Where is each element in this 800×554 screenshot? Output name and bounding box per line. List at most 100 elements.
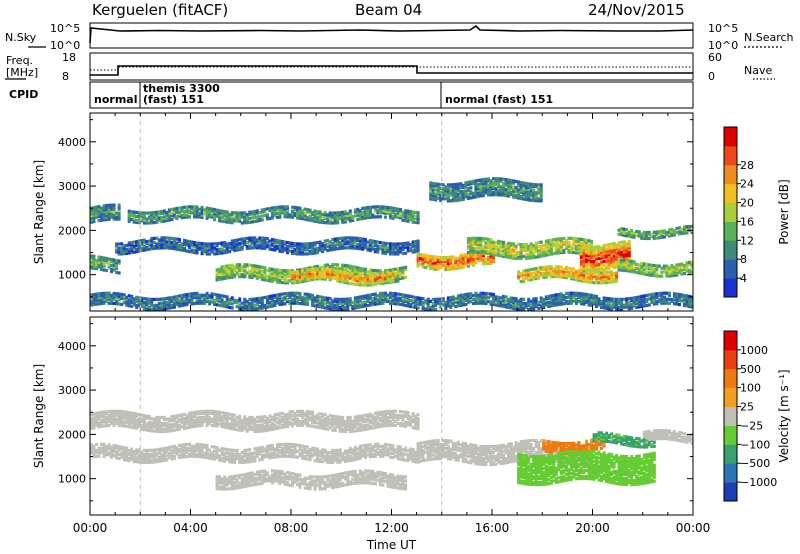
power-cell <box>150 247 154 251</box>
power-cell <box>519 244 523 249</box>
power-cell <box>220 304 224 308</box>
power-cell <box>559 294 563 298</box>
power-cell <box>245 215 249 219</box>
power-cell <box>102 299 106 303</box>
power-cell <box>519 188 523 193</box>
power-cell <box>489 248 493 252</box>
power-cell <box>622 242 626 246</box>
power-cell <box>517 194 521 198</box>
power-cell <box>157 301 161 305</box>
power-cell <box>280 296 284 300</box>
velocity-cell <box>130 415 134 419</box>
power-cell <box>122 248 126 252</box>
power-cell <box>454 257 458 261</box>
power-cell <box>569 291 573 295</box>
power-cell <box>617 253 621 257</box>
power-cell <box>328 221 332 225</box>
power-cell <box>464 294 468 299</box>
power-cell <box>323 217 327 221</box>
power-cell <box>507 192 511 196</box>
power-cell <box>273 212 277 216</box>
power-cell <box>348 244 352 248</box>
power-cell <box>534 191 538 195</box>
power-cell <box>514 256 518 260</box>
power-cell <box>245 299 249 303</box>
power-cell <box>278 211 282 215</box>
power-cell <box>195 295 199 299</box>
power-cell <box>248 301 252 305</box>
power-cell <box>582 242 586 246</box>
power-cell <box>401 242 405 246</box>
power-cell <box>291 293 294 297</box>
power-cell <box>607 303 611 307</box>
power-cell <box>509 184 513 189</box>
power-cell <box>283 273 287 277</box>
power-cell <box>534 183 538 187</box>
power-cell <box>296 244 299 248</box>
power-cell <box>286 249 289 253</box>
power-cell <box>587 297 591 301</box>
power-cell <box>474 187 478 191</box>
power-cell <box>416 219 420 223</box>
freq-panel <box>5 52 775 81</box>
power-cell <box>605 271 609 275</box>
power-cell <box>436 186 440 190</box>
power-cell <box>512 179 516 183</box>
power-cell <box>105 205 109 210</box>
cpid-segment-1: normal <box>94 93 138 106</box>
power-cell <box>517 190 521 194</box>
power-cell <box>680 229 684 234</box>
power-cell <box>574 274 578 278</box>
power-cell <box>238 215 242 219</box>
power-cell <box>162 244 166 248</box>
power-cell <box>612 297 616 301</box>
velocity-cell <box>105 416 109 420</box>
power-cell <box>652 298 656 302</box>
power-cell <box>391 291 395 296</box>
power-cell <box>255 299 259 303</box>
power-cell <box>225 266 229 270</box>
power-cell <box>157 246 161 250</box>
power-cell <box>454 196 458 201</box>
power-cell <box>253 303 257 307</box>
power-cell <box>286 211 289 215</box>
power-cell <box>270 298 274 302</box>
power-cell <box>610 256 614 260</box>
power-cell <box>466 239 470 243</box>
power-cell <box>469 250 473 254</box>
power-cell <box>441 191 445 195</box>
power-cell <box>514 307 518 311</box>
power-cell <box>517 184 521 188</box>
power-cell <box>436 182 440 186</box>
power-cell <box>667 301 671 305</box>
power-cell <box>471 193 475 197</box>
power-cell <box>193 295 196 300</box>
power-cell <box>587 258 591 262</box>
power-cell <box>529 244 533 248</box>
power-cell <box>384 251 387 255</box>
power-cell <box>436 190 440 194</box>
power-cell <box>592 294 596 298</box>
power-cell <box>215 208 219 212</box>
power-cell <box>273 244 277 248</box>
power-cell <box>92 264 96 268</box>
power-cell <box>275 270 279 274</box>
power-cell <box>90 266 93 270</box>
power-cell <box>230 306 234 310</box>
power-cell <box>316 296 320 300</box>
power-cell <box>461 293 465 297</box>
power-cell <box>574 293 578 297</box>
power-cell <box>527 190 531 194</box>
power-cell <box>607 264 611 269</box>
power-cell <box>311 247 315 251</box>
power-cell <box>97 205 101 209</box>
power-cell <box>419 256 423 260</box>
power-cell <box>502 242 506 246</box>
power-cell <box>595 255 598 259</box>
power-cell <box>557 298 561 303</box>
power-cell <box>602 264 606 268</box>
power-cell <box>200 244 204 248</box>
power-cell <box>514 187 518 192</box>
power-cell <box>280 209 284 213</box>
power-cell <box>617 251 621 255</box>
